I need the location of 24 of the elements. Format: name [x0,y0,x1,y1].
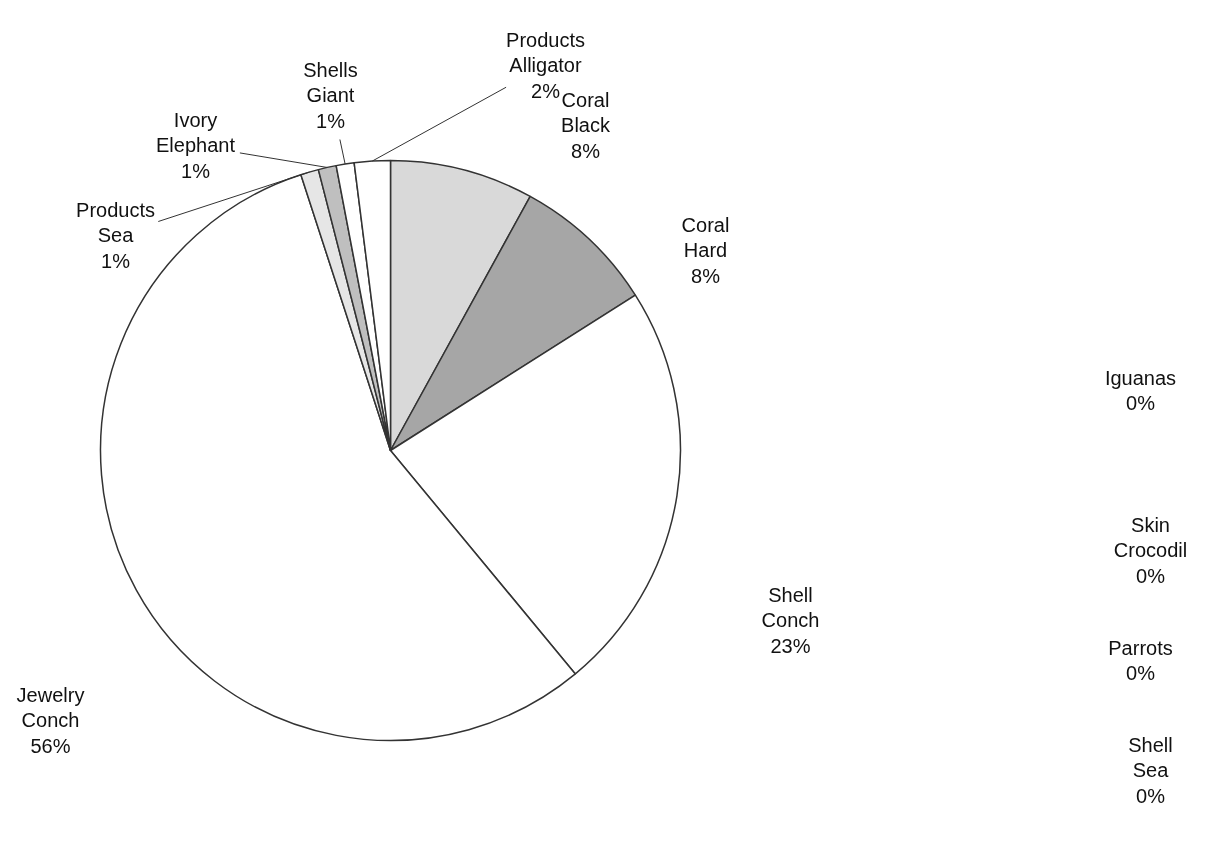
slice-label: Ivory Elephant [156,109,236,157]
category-label: Parrots [1108,636,1173,659]
slice-label: Coral Black [561,89,611,137]
slice-label: Jewelry Conch [16,684,85,732]
slice-label: Shell Conch [761,584,820,632]
text: 0% [1126,392,1155,415]
data-label: 8% [571,139,601,162]
text: 0% [1126,662,1155,685]
slice-label: Coral Hard [681,214,730,262]
category-label: Skin Crocodil [1113,514,1188,562]
category-label: Shell Sea [1128,734,1173,782]
data-label: 1% [316,109,346,132]
slice-label: Shells Giant [303,59,358,107]
data-label: 8% [691,264,721,287]
data-label: 2% [531,79,561,102]
slice-label: Products Sea [76,199,155,247]
category-label: Iguanas [1104,366,1177,389]
text: 0% [1136,564,1165,587]
data-label: 56% [30,734,71,757]
slice-label: Products Alligator [506,29,585,77]
text: 0% [1136,784,1165,807]
data-label: 1% [181,159,211,182]
data-label: 23% [770,634,811,657]
data-label: 1% [101,249,131,272]
